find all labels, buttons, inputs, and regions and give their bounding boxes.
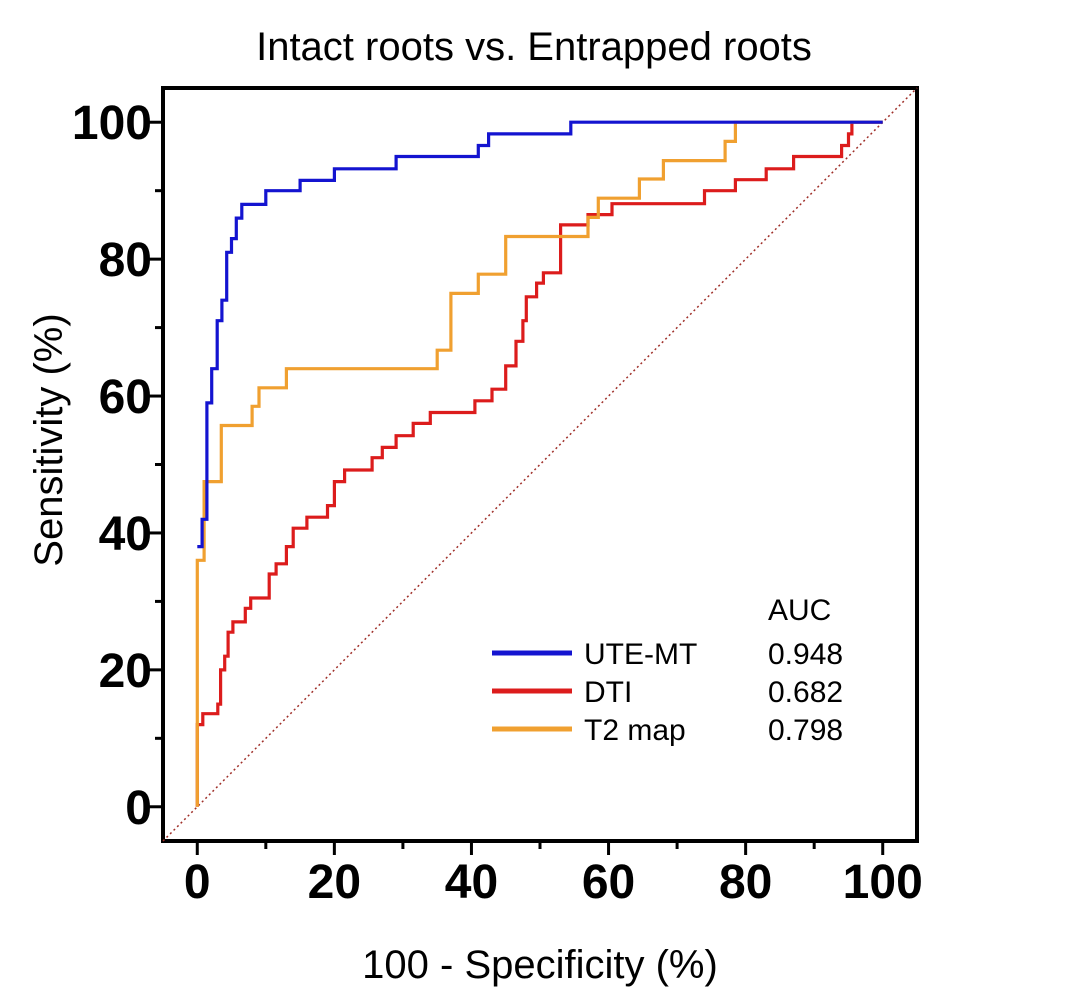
x-tick-label: 0: [184, 856, 211, 909]
legend: AUC UTE-MT 0.948 DTI 0.682 T2 map 0.798: [492, 594, 843, 747]
legend-auc-value: 0.798: [768, 714, 843, 747]
y-axis: 0 20 40 60 80 100: [72, 97, 163, 835]
legend-series-name: T2 map: [584, 714, 686, 747]
legend-auc-value: 0.682: [768, 676, 843, 709]
x-tick-label: 40: [445, 856, 498, 909]
x-tick-label: 20: [308, 856, 361, 909]
series-line-t2-map: [195, 120, 883, 807]
chart-title: Intact roots vs. Entrapped roots: [256, 25, 812, 69]
y-axis-label: Sensitivity (%): [27, 313, 71, 566]
x-tick-label: 100: [843, 856, 923, 909]
y-tick-label: 60: [99, 371, 152, 424]
x-axis-label: 100 - Specificity (%): [362, 943, 718, 987]
y-tick-label: 20: [99, 645, 152, 698]
y-tick-label: 0: [125, 782, 152, 835]
x-tick-label: 60: [582, 856, 635, 909]
legend-series-name: DTI: [584, 676, 632, 709]
series-group: [195, 120, 883, 807]
x-tick-label: 80: [719, 856, 772, 909]
legend-series-name: UTE-MT: [584, 638, 697, 671]
series-line-dti: [195, 120, 883, 807]
series-line-ute-mt: [197, 120, 883, 549]
legend-header: AUC: [768, 594, 831, 627]
x-axis: 0 20 40 60 80 100: [184, 841, 923, 909]
y-tick-label: 100: [72, 97, 152, 150]
legend-auc-value: 0.948: [768, 638, 843, 671]
y-tick-label: 40: [99, 508, 152, 561]
y-tick-label: 80: [99, 234, 152, 287]
